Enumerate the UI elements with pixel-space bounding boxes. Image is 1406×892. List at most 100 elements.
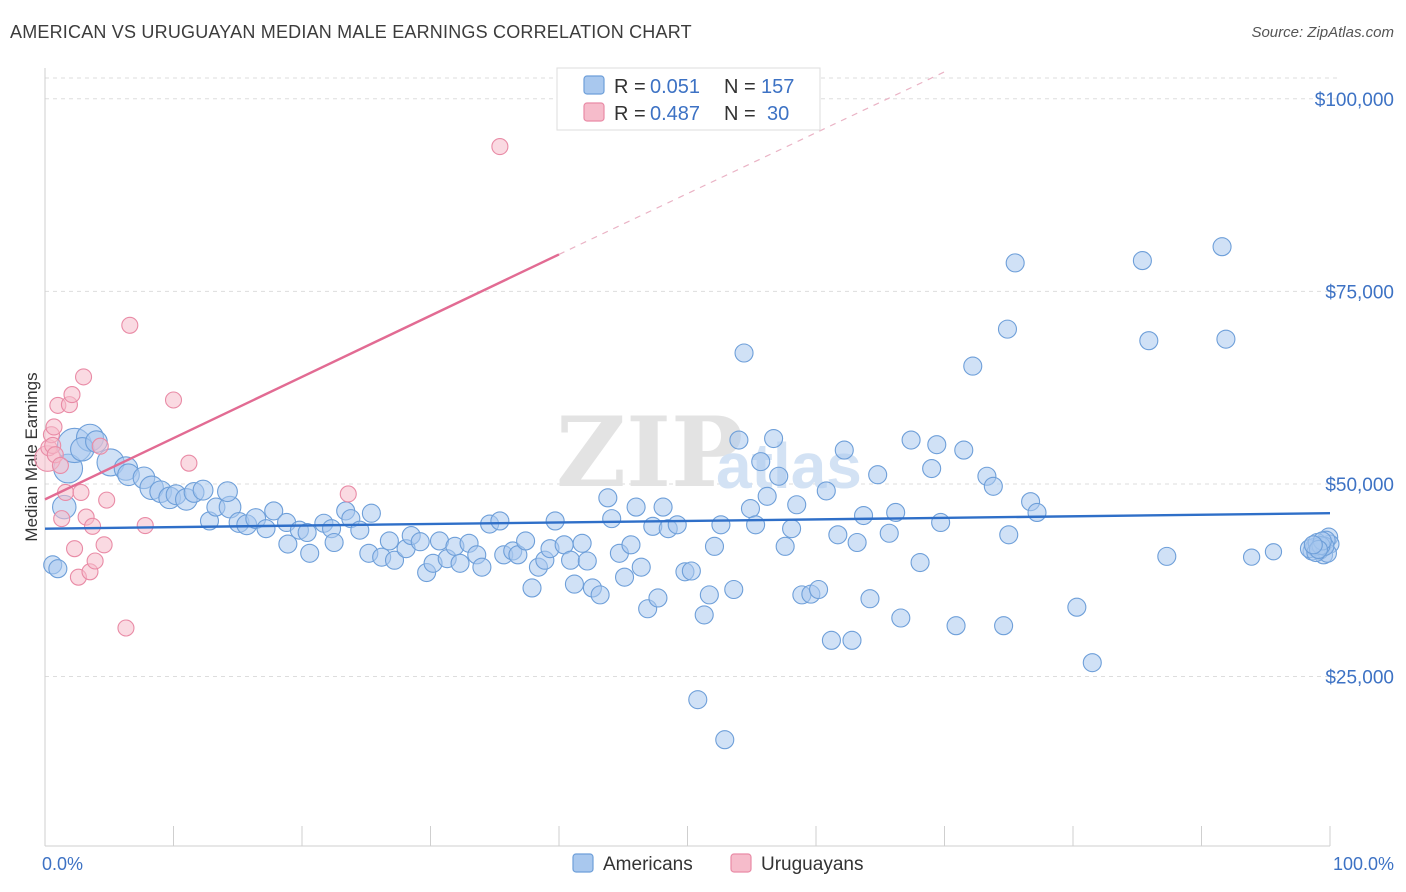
- uruguayan-trend-line: [44, 253, 560, 501]
- american-point: [816, 481, 836, 501]
- y-tick-label: $100,000: [1315, 90, 1394, 111]
- american-point: [1139, 331, 1159, 351]
- american-point: [997, 319, 1018, 339]
- american-point: [699, 585, 719, 605]
- american-point: [910, 552, 930, 573]
- american-point: [1005, 253, 1025, 273]
- american-point: [614, 567, 635, 587]
- american-trend-line: [44, 512, 1331, 530]
- american-point: [901, 430, 921, 450]
- american-point: [886, 502, 906, 523]
- uruguayan-point: [51, 456, 69, 475]
- american-point: [264, 501, 284, 521]
- american-point: [983, 476, 1003, 496]
- legend-swatch-uruguayans: [583, 102, 605, 122]
- american-point: [300, 543, 320, 563]
- american-point: [621, 535, 641, 555]
- american-point: [740, 499, 761, 519]
- american-point: [787, 495, 807, 515]
- uruguayan-point: [83, 517, 102, 535]
- uruguayan-point: [53, 510, 71, 528]
- american-point: [694, 605, 714, 625]
- american-point: [999, 525, 1019, 545]
- american-point: [602, 509, 622, 529]
- american-point: [631, 557, 651, 577]
- american-point: [931, 512, 951, 533]
- uruguayan-point: [91, 437, 109, 455]
- american-point: [715, 730, 735, 750]
- american-point: [297, 522, 317, 543]
- american-point: [1132, 251, 1152, 271]
- x-ticks: [44, 826, 1331, 846]
- american-point: [598, 488, 618, 508]
- x-tick-label-start: 0.0%: [42, 854, 83, 874]
- american-point: [1216, 329, 1236, 349]
- bottom-legend-label-americans: Americans: [603, 854, 693, 875]
- legend-n-value: 157: [761, 76, 794, 98]
- american-point: [472, 557, 492, 577]
- uruguayan-point: [75, 368, 93, 386]
- american-point: [626, 497, 646, 517]
- legend-swatch-americans: [583, 75, 605, 95]
- american-point: [564, 574, 584, 594]
- uruguayan-point: [86, 552, 104, 570]
- american-point: [681, 561, 701, 581]
- american-point: [516, 531, 536, 551]
- trend-lines: [44, 71, 1331, 530]
- american-point: [379, 531, 399, 551]
- american-point: [384, 550, 405, 570]
- american-point: [704, 536, 725, 556]
- american-point: [764, 428, 784, 449]
- american-point: [782, 519, 802, 539]
- american-point: [648, 588, 668, 608]
- american-point: [361, 503, 381, 523]
- american-point: [324, 532, 344, 553]
- uruguayan-point: [72, 483, 90, 501]
- uruguayan-point: [45, 418, 63, 436]
- y-tick-label: $50,000: [1325, 475, 1394, 496]
- american-point: [711, 515, 731, 535]
- american-point: [490, 511, 510, 531]
- watermark: ZIP atlas: [556, 396, 862, 509]
- bottom-legend-swatch-americans: [572, 853, 594, 873]
- american-point: [653, 497, 673, 517]
- american-point: [1212, 237, 1232, 257]
- uruguayan-point: [63, 386, 81, 404]
- american-point: [994, 616, 1014, 636]
- legend-r-value: 0.051: [650, 76, 700, 98]
- american-point: [891, 608, 911, 628]
- american-point: [922, 459, 942, 479]
- american-point: [278, 534, 298, 554]
- american-point: [868, 465, 888, 485]
- american-point: [879, 523, 899, 543]
- legend-n-value: 30: [767, 103, 789, 125]
- y-tick-label: $75,000: [1325, 282, 1394, 303]
- american-point: [734, 343, 754, 363]
- american-point: [834, 440, 854, 460]
- american-points: [43, 237, 1340, 750]
- american-point: [1157, 546, 1177, 566]
- american-point: [746, 515, 766, 535]
- uruguayan-point: [339, 485, 357, 503]
- american-point: [1067, 597, 1087, 617]
- american-point: [522, 578, 542, 598]
- american-point: [853, 505, 874, 526]
- american-point: [775, 536, 795, 556]
- legend-box: R = 0.051 N = 157 R = 0.487 N = 30: [556, 67, 821, 131]
- uruguayan-point: [491, 138, 509, 156]
- american-point: [192, 479, 214, 501]
- legend-r-value: 0.487: [650, 103, 700, 125]
- american-point: [577, 551, 597, 571]
- chart-source: Source: ZipAtlas.com: [1251, 24, 1394, 41]
- uruguayan-point: [180, 454, 198, 472]
- american-point: [688, 690, 708, 710]
- american-point: [1242, 548, 1261, 566]
- chart-title: AMERICAN VS URUGUAYAN MEDIAN MALE EARNIN…: [10, 22, 692, 42]
- american-point: [561, 550, 581, 570]
- american-point: [963, 356, 983, 376]
- uruguayan-point: [164, 391, 183, 409]
- american-point: [954, 440, 974, 460]
- american-point: [1027, 502, 1047, 523]
- american-point: [729, 430, 749, 450]
